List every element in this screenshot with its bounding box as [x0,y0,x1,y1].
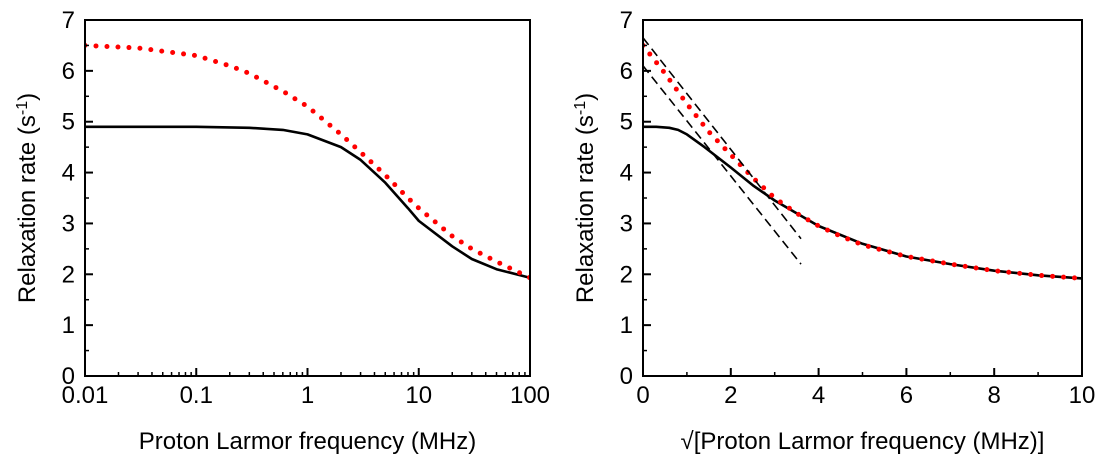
y-tick-label: 4 [620,160,633,187]
series-line-dotted-1 [85,42,530,281]
y-tick-label: 3 [620,210,633,237]
y-tick-label: 7 [62,7,75,34]
y-tick-label: 7 [620,7,633,34]
series-line-dashed-3 [643,65,802,265]
y-tick-label: 3 [62,210,75,237]
y-tick-label: 6 [620,58,633,85]
y-tick-label: 5 [620,109,633,136]
y-axis-label: Relaxation rate (s-1) [572,93,600,303]
y-tick-label: 4 [62,160,75,187]
y-tick-label: 2 [62,261,75,288]
x-tick-label: 0.1 [180,382,213,409]
y-tick-label: 2 [620,261,633,288]
y-tick-label: 0 [620,363,633,390]
y-tick-label: 0 [62,363,75,390]
x-tick-label: 0.01 [62,382,109,409]
x-tick-label: 6 [900,382,913,409]
x-tick-label: 0 [636,382,649,409]
series-line-dotted-1 [643,42,1082,281]
y-tick-label: 1 [620,312,633,339]
y-tick-label: 1 [62,312,75,339]
x-tick-label: 10 [405,382,432,409]
x-tick-label: 10 [1069,382,1096,409]
series-group [85,42,530,281]
x-axis-label: √[Proton Larmor frequency (MHz)] [681,428,1045,455]
left-chart-panel: 0 1 2 3 4 5 6 7 0.01 0.1 1 10 100 Proton Larmor frequ… [14,7,551,455]
series-line-solid-0 [85,125,530,280]
x-tick-label: 4 [812,382,825,409]
x-tick-label: 1 [301,382,314,409]
y-tick-label: 5 [62,109,75,136]
y-tick-label: 6 [62,58,75,85]
y-axis-label: Relaxation rate (s-1) [14,93,42,303]
series-group [643,37,1082,281]
x-axis-label: Proton Larmor frequency (MHz) [139,428,476,455]
plot-frame [84,19,531,377]
right-chart-panel: 0 1 2 3 4 5 6 7 0 2 4 6 8 10 √[Proton Larmor frequency… [572,7,1096,455]
x-tick-label: 8 [988,382,1001,409]
series-line-dashed-2 [643,37,802,240]
plot-frame [642,19,1083,377]
x-tick-label: 100 [510,382,550,409]
x-tick-label: 2 [724,382,737,409]
